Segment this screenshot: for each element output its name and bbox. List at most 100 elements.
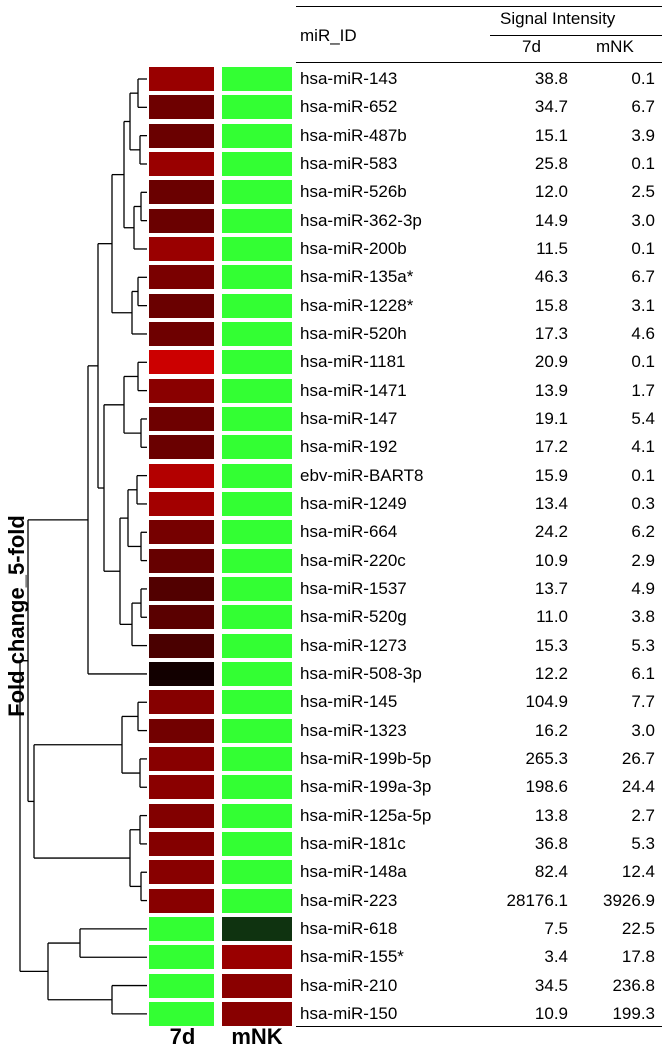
row-value-7d: 15.9 (534, 465, 568, 485)
heatmap-cell-mnk (222, 548, 292, 573)
heatmap-cell-mnk (222, 945, 292, 970)
row-value-mnk: 3926.9 (603, 890, 655, 910)
row-value-mnk: 0.1 (631, 238, 655, 258)
heatmap-cell-7d (149, 180, 214, 205)
row-mir-id: hsa-miR-583 (300, 153, 398, 173)
row-mir-id: hsa-miR-150 (300, 1003, 398, 1023)
heatmap-cell-mnk (222, 236, 292, 261)
heatmap-cell-mnk (222, 831, 292, 856)
y-axis-label: Fold change_5-fold (4, 515, 29, 717)
row-value-7d: 11.0 (536, 607, 568, 627)
heatmap-cell-7d (149, 831, 214, 856)
column-label-7d: 7d (169, 1024, 196, 1049)
row-value-mnk: 3.0 (631, 720, 655, 740)
row-value-mnk: 7.7 (631, 692, 655, 712)
heatmap-cell-mnk (222, 123, 292, 148)
heatmap-cell-mnk (222, 916, 292, 941)
row-value-7d: 28176.1 (506, 890, 568, 910)
row-mir-id: hsa-miR-520g (300, 607, 407, 627)
heatmap-cell-mnk (222, 973, 292, 998)
row-value-mnk: 6.7 (631, 97, 655, 117)
row-value-7d: 15.3 (534, 635, 568, 655)
heatmap-cell-mnk (222, 718, 292, 743)
heatmap-cell-mnk (222, 605, 292, 630)
row-mir-id: hsa-miR-192 (300, 437, 398, 457)
table-bottom-rule (296, 1026, 662, 1027)
heatmap-cell-7d (149, 265, 214, 290)
column-label-mnk: mNK (231, 1024, 283, 1049)
row-value-mnk: 0.1 (631, 352, 655, 372)
heatmap-cell-mnk (222, 888, 292, 913)
row-value-mnk: 2.7 (631, 805, 655, 825)
row-value-mnk: 1.7 (631, 380, 655, 400)
row-value-7d: 34.5 (534, 975, 568, 995)
row-value-mnk: 6.7 (631, 267, 655, 287)
heatmap-cell-7d (149, 378, 214, 403)
row-mir-id: hsa-miR-125a-5p (300, 805, 432, 825)
row-mir-id: hsa-miR-1323 (300, 720, 407, 740)
dendrogram (19, 78, 147, 1015)
heatmap-cell-7d (149, 775, 214, 800)
row-value-7d: 15.8 (534, 295, 568, 315)
heatmap-cell-7d (149, 746, 214, 771)
row-value-7d: 10.9 (534, 550, 568, 570)
row-value-mnk: 4.1 (631, 437, 655, 457)
heatmap-cell-7d (149, 321, 214, 346)
row-mir-id: hsa-miR-1228* (300, 295, 414, 315)
heatmap-cell-mnk (222, 67, 292, 91)
row-value-7d: 15.1 (534, 125, 568, 145)
row-mir-id: hsa-miR-362-3p (300, 210, 422, 230)
row-value-mnk: 236.8 (612, 975, 655, 995)
heatmap-cell-7d (149, 548, 214, 573)
heatmap-cell-7d (149, 208, 214, 233)
row-value-7d: 12.0 (534, 182, 568, 202)
row-mir-id: hsa-miR-200b (300, 238, 407, 258)
row-value-mnk: 0.1 (631, 153, 655, 173)
row-value-mnk: 2.5 (631, 182, 655, 202)
row-value-7d: 3.4 (544, 947, 568, 967)
heatmap-cell-7d (149, 123, 214, 148)
row-value-mnk: 0.3 (631, 493, 655, 513)
row-value-mnk: 2.9 (631, 550, 655, 570)
heatmap-cell-7d (149, 151, 214, 176)
heatmap-cell-7d (149, 661, 214, 686)
row-mir-id: hsa-miR-664 (300, 522, 398, 542)
row-value-7d: 25.8 (534, 153, 568, 173)
header-group-rule (490, 35, 662, 36)
row-mir-id: ebv-miR-BART8 (300, 465, 424, 485)
heatmap-cell-mnk (222, 406, 292, 431)
heatmap-cell-mnk (222, 350, 292, 375)
heatmap-cell-7d (149, 633, 214, 658)
row-mir-id: hsa-miR-1181 (300, 352, 406, 372)
heatmap-cell-mnk (222, 1001, 292, 1026)
row-value-mnk: 12.4 (621, 862, 655, 882)
row-value-7d: 14.9 (534, 210, 568, 230)
row-value-7d: 198.6 (525, 777, 568, 797)
heatmap-cell-mnk (222, 208, 292, 233)
heatmap-cell-mnk (222, 860, 292, 885)
row-mir-id: hsa-miR-210 (300, 975, 398, 995)
row-value-mnk: 4.6 (631, 323, 655, 343)
row-value-mnk: 5.4 (631, 408, 655, 428)
row-value-7d: 11.5 (536, 238, 568, 258)
heatmap-cell-7d (149, 916, 214, 941)
heatmap-cell-7d (149, 435, 214, 460)
heatmap-cell-mnk (222, 775, 292, 800)
row-value-7d: 36.8 (534, 833, 568, 853)
row-value-7d: 17.2 (534, 437, 568, 457)
row-value-mnk: 3.8 (631, 607, 655, 627)
row-mir-id: hsa-miR-1537 (300, 578, 407, 598)
row-value-mnk: 22.5 (621, 918, 655, 938)
heatmap-cell-mnk (222, 491, 292, 516)
row-value-7d: 7.5 (544, 918, 568, 938)
row-mir-id: hsa-miR-223 (300, 890, 398, 910)
row-value-7d: 38.8 (534, 69, 568, 88)
row-mir-id: hsa-miR-147 (300, 408, 398, 428)
row-value-7d: 13.4 (534, 493, 568, 513)
heatmap-cell-7d (149, 605, 214, 630)
header-col-7d: 7d (522, 37, 541, 56)
header-signal-intensity: Signal Intensity (500, 9, 616, 28)
heatmap-cell-7d (149, 491, 214, 516)
heatmap-cell-7d (149, 888, 214, 913)
row-mir-id: hsa-miR-148a (300, 862, 407, 882)
